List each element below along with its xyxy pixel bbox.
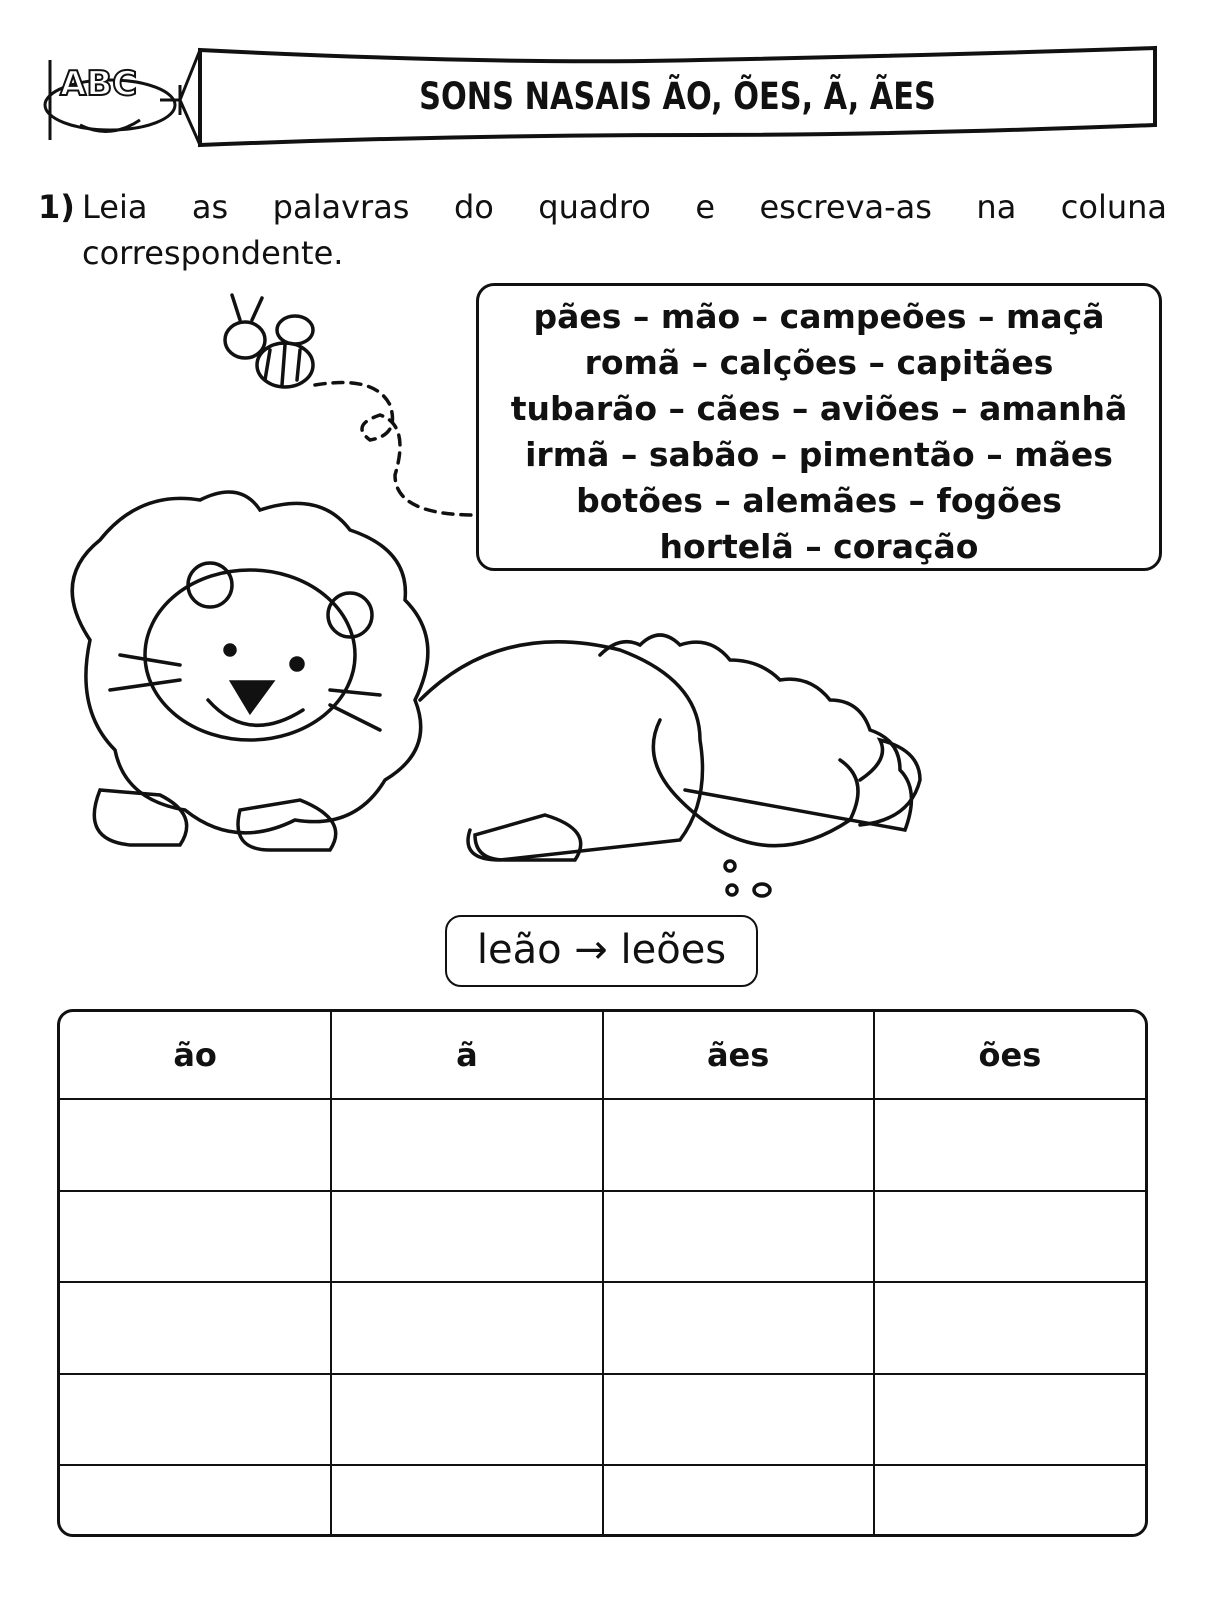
answer-cell[interactable]	[60, 1098, 333, 1192]
answer-cell[interactable]	[872, 1189, 1145, 1284]
answer-cell[interactable]	[60, 1281, 333, 1375]
word-line: romã – calções – capitães	[584, 343, 1054, 382]
lion-icon	[70, 490, 922, 862]
example-box: leão → leões	[445, 915, 758, 987]
answer-cell[interactable]	[872, 1464, 1145, 1534]
word-line: hortelã – coração	[659, 527, 979, 566]
page-title: SONS NASAIS ÃO, ÕES, Ã, ÃES	[419, 75, 936, 118]
table-row	[60, 1464, 1145, 1534]
answer-cell[interactable]	[330, 1189, 604, 1284]
answer-cell[interactable]	[60, 1464, 333, 1534]
answer-cell[interactable]	[872, 1098, 1145, 1192]
answer-cell[interactable]	[330, 1098, 604, 1192]
bee-icon	[223, 293, 315, 389]
answer-cell[interactable]	[872, 1281, 1145, 1375]
title-banner: ABC	[43, 45, 1157, 148]
table-header-row: ão ã ães ões	[60, 1012, 1145, 1100]
word-line: botões – alemães – fogões	[576, 481, 1062, 520]
table-row	[60, 1098, 1145, 1192]
word-box: pães – mão – campeões – maçã romã – calç…	[476, 283, 1162, 571]
table-row	[60, 1189, 1145, 1284]
answer-cell[interactable]	[872, 1372, 1145, 1467]
abc-airplane-logo: ABC	[43, 49, 202, 146]
svg-text:ABC: ABC	[60, 64, 137, 104]
column-header-aes: ães	[601, 1012, 875, 1100]
answer-cell[interactable]	[601, 1372, 875, 1467]
question-number: 1)	[38, 188, 75, 226]
word-line: pães – mão – campeões – maçã	[533, 297, 1105, 336]
answer-cell[interactable]	[330, 1281, 604, 1375]
table-row	[60, 1281, 1145, 1375]
table-row	[60, 1372, 1145, 1467]
column-header-ao: ão	[60, 1012, 333, 1100]
answer-cell[interactable]	[60, 1189, 333, 1284]
lion-and-bee-illustration	[70, 293, 922, 898]
column-header-oes: ões	[872, 1012, 1145, 1100]
answer-table: ão ã ães ões	[57, 1009, 1148, 1537]
answer-cell[interactable]	[330, 1372, 604, 1467]
answer-cell[interactable]	[601, 1464, 875, 1534]
column-header-a: ã	[330, 1012, 604, 1100]
question-text-line2: correspondente.	[82, 234, 344, 272]
bee-flight-path	[313, 380, 477, 517]
answer-cell[interactable]	[330, 1464, 604, 1534]
answer-cell[interactable]	[60, 1372, 333, 1467]
banner-ribbon	[198, 45, 1157, 148]
answer-cell[interactable]	[601, 1189, 875, 1284]
word-line: tubarão – cães – aviões – amanhã	[510, 389, 1128, 428]
word-line: irmã – sabão – pimentão – mães	[525, 435, 1113, 474]
question-text-line1: Leia as palavras do quadro e escreva-as …	[82, 188, 1167, 226]
answer-cell[interactable]	[601, 1098, 875, 1192]
answer-cell[interactable]	[601, 1281, 875, 1375]
